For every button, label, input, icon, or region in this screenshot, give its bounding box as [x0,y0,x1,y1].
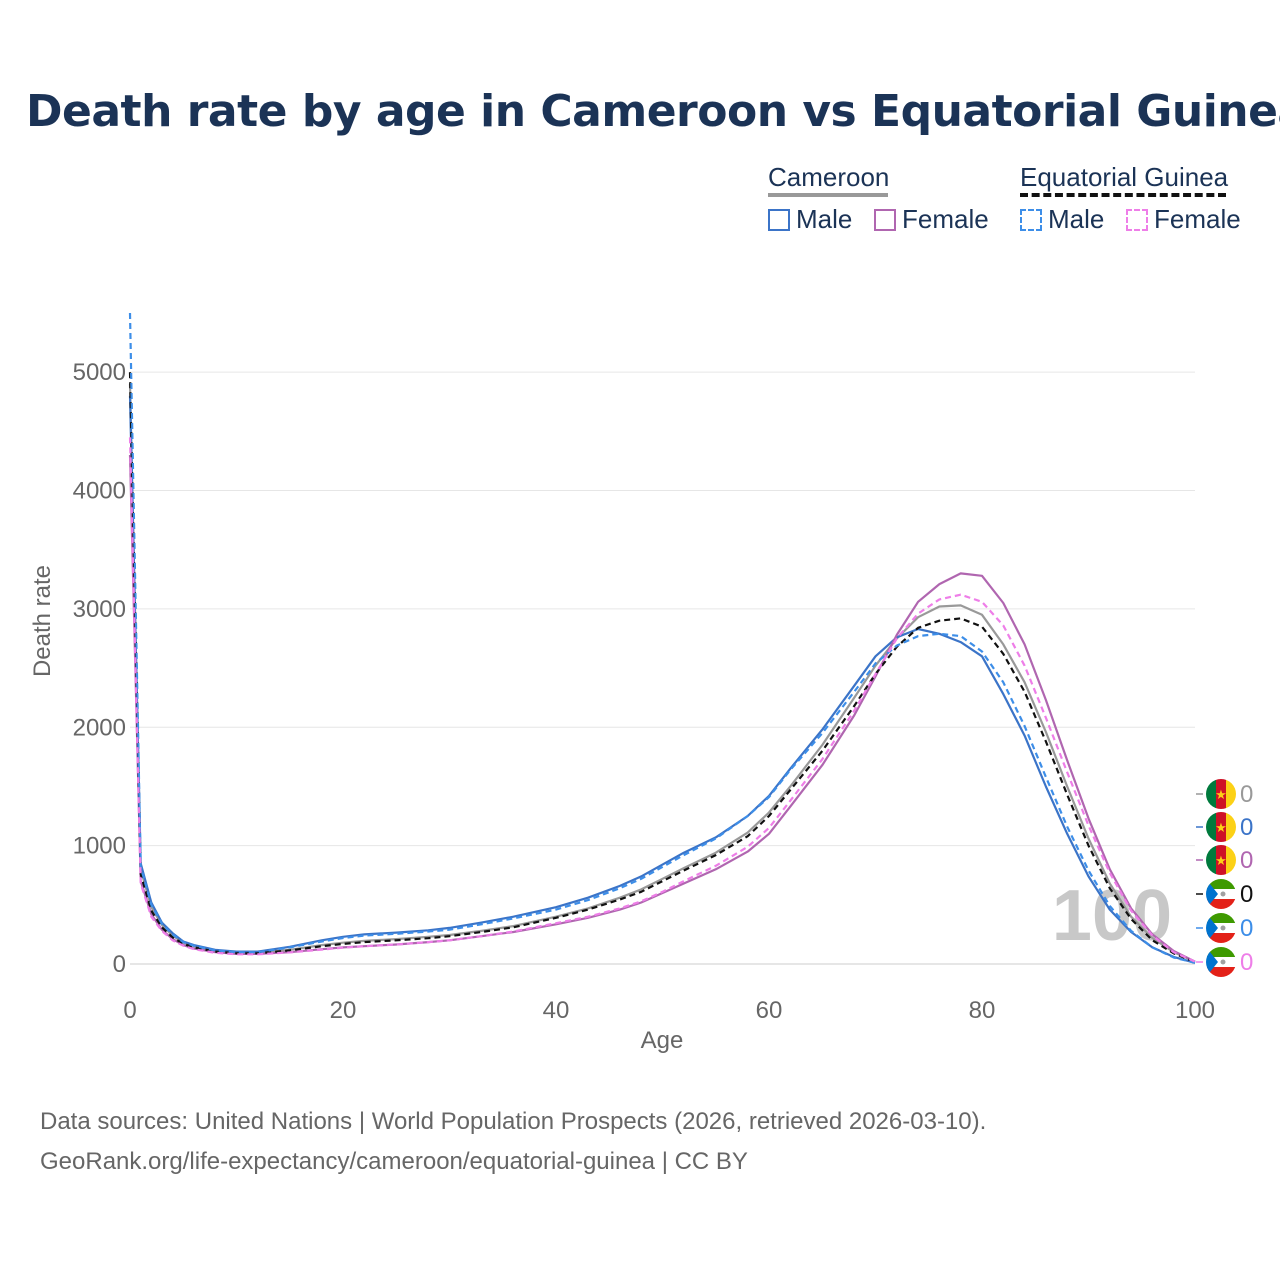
y-tick-label: 1000 [73,833,126,860]
y-tick-label: 0 [113,951,126,978]
svg-text:★: ★ [1215,787,1227,802]
legend-item-cameroon-female[interactable]: Female [874,204,989,235]
series-line-equatorial-guinea[interactable] [128,372,1196,964]
legend-item-equatorial-guinea-male[interactable]: Male [1020,204,1104,235]
end-value-label: 0 [1240,814,1253,841]
end-markers: ★ 0 ★ 0 ★ 0 0 0 0 [1196,779,1253,977]
x-axis-label: Age [641,1027,684,1054]
x-tick-label: 80 [969,997,996,1024]
legend-swatch-male [1020,208,1042,231]
end-value-label: 0 [1240,915,1253,942]
legend-swatch-male [768,208,790,231]
x-tick-label: 20 [330,997,357,1024]
legend-line-solid [768,193,888,197]
legend-swatch-female [1126,208,1148,231]
grid-lines [130,371,1195,965]
series-line-equatorial-guinea-female[interactable] [128,437,1196,963]
legend-label-female: Female [1154,204,1241,234]
x-axis-ticks: 0 20 40 60 80 100 [123,997,1215,1024]
x-tick-label: 0 [123,997,136,1024]
y-tick-label: 4000 [73,478,126,505]
y-axis-ticks: 0 1000 2000 3000 4000 5000 [73,359,126,978]
legend-country-equatorial-guinea[interactable]: Equatorial Guinea [1020,162,1228,197]
legend-country-label: Equatorial Guinea [1020,162,1229,192]
svg-text:★: ★ [1215,853,1227,868]
death-rate-chart: 0 1000 2000 3000 4000 5000 0 20 40 60 80 100 100 ★… [29,312,1253,1054]
svg-text:★: ★ [1215,820,1227,835]
end-value-label: 0 [1240,847,1253,874]
legend-label-male: Male [1048,204,1105,234]
legend-group-cameroon: Cameroon Male Female [768,162,1008,242]
equatorial-guinea-flag-icon [1206,947,1236,977]
end-value-label: 0 [1240,881,1253,908]
year-label: 100 [1052,876,1172,956]
y-tick-label: 5000 [73,359,126,386]
legend-line-dashed [1020,193,1226,197]
x-tick-label: 40 [543,997,570,1024]
legend-label-male: Male [796,204,853,234]
y-axis-label: Death rate [29,565,56,677]
footer-link[interactable]: GeoRank.org/life-expectancy/cameroon/equ… [40,1148,748,1175]
x-tick-label: 60 [756,997,783,1024]
equatorial-guinea-flag-icon [1206,879,1236,909]
legend-country-label: Cameroon [768,162,890,192]
legend-swatch-female [874,208,896,231]
end-value-label: 0 [1240,781,1253,808]
cameroon-flag-icon: ★ [1206,812,1236,842]
end-value-label: 0 [1240,949,1253,976]
equatorial-guinea-flag-icon [1206,913,1236,943]
y-tick-label: 2000 [73,714,126,741]
footer-source: Data sources: United Nations | World Pop… [40,1108,987,1135]
cameroon-flag-icon: ★ [1206,845,1236,875]
legend-item-equatorial-guinea-female[interactable]: Female [1126,204,1241,235]
legend-label-female: Female [902,204,989,234]
legend-item-cameroon-male[interactable]: Male [768,204,852,235]
series-lines [128,312,1196,964]
legend-group-equatorial-guinea: Equatorial Guinea Male Female [1020,162,1270,242]
x-tick-label: 100 [1175,997,1215,1024]
legend-country-cameroon[interactable]: Cameroon [768,162,889,197]
y-tick-label: 3000 [73,596,126,623]
page-title: Death rate by age in Cameroon vs Equator… [26,86,1280,137]
series-line-equatorial-guinea-male[interactable] [128,312,1196,964]
cameroon-flag-icon: ★ [1206,779,1236,809]
